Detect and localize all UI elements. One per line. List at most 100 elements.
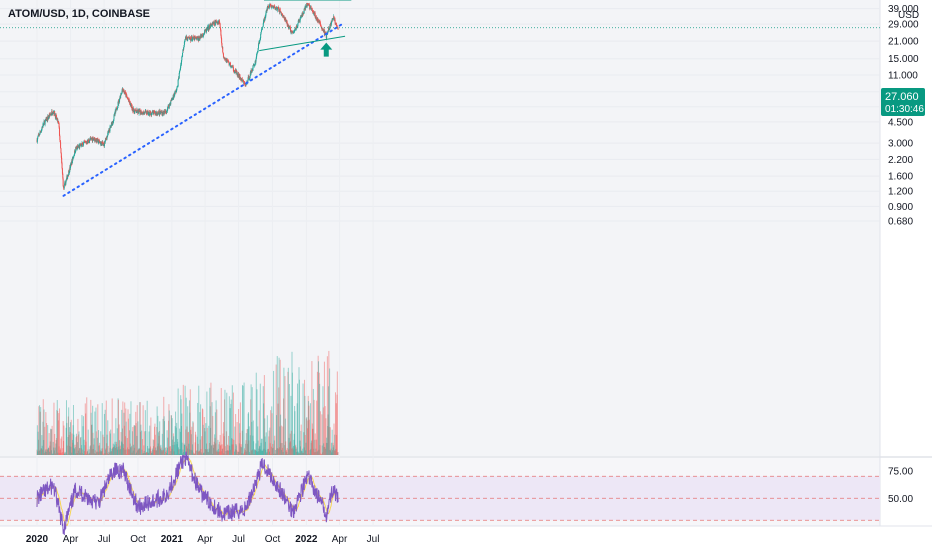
volume-bar (230, 403, 232, 455)
candle-body (166, 110, 168, 113)
volume-bar (312, 428, 314, 455)
candle-body (183, 45, 185, 48)
volume-bar (130, 401, 132, 455)
volume-bar (221, 444, 223, 455)
volume-bar (111, 398, 113, 455)
candle-body (179, 70, 181, 71)
volume-bar (227, 444, 229, 455)
volume-bar (318, 449, 320, 455)
volume-bar (199, 439, 201, 455)
candle-body (107, 132, 109, 136)
volume-bar (78, 431, 80, 455)
candle-body (73, 155, 75, 156)
volume-bar (226, 392, 228, 455)
volume-bar (102, 448, 104, 455)
candle-body (233, 71, 235, 73)
candles[interactable] (36, 2, 339, 190)
candle-body (333, 17, 335, 20)
volume-bar (170, 451, 172, 455)
volume-bar (125, 421, 127, 455)
candle-body (47, 117, 49, 119)
volume-bar (176, 444, 178, 455)
volume-bar (51, 454, 53, 455)
candle-body (231, 65, 233, 67)
candle-body (201, 34, 203, 36)
volume-bar (194, 453, 196, 455)
volume-bar (77, 418, 79, 455)
volume-bar (242, 385, 244, 455)
volume-bar (264, 418, 266, 455)
candle-body (291, 31, 293, 33)
candle-body (194, 37, 196, 38)
time-tick-label: Apr (332, 534, 348, 545)
volume-bar (308, 419, 310, 455)
volume-bar (54, 453, 56, 455)
volume-bar (183, 444, 185, 455)
candle-body (65, 181, 67, 186)
candle-body (105, 138, 107, 141)
volume-bar (41, 445, 43, 455)
time-tick-label: Apr (63, 534, 79, 545)
drawings[interactable] (62, 0, 352, 197)
volume-bar (250, 399, 252, 455)
volume-bar (330, 450, 332, 455)
volume-bar (131, 445, 133, 455)
volume-bar (245, 443, 247, 455)
candle-body (206, 28, 208, 32)
candle-body (304, 8, 306, 10)
time-axis[interactable]: 2020 Apr Jul Oct 2021 Apr Jul Oct 2022 Apr Jul (26, 534, 380, 545)
volume-bar (277, 403, 279, 455)
candle-body (58, 123, 60, 128)
candle-body (240, 78, 242, 81)
candle-body (214, 21, 216, 26)
volume-bar (102, 434, 104, 455)
volume-bar (48, 433, 50, 455)
candle-body (120, 93, 122, 95)
volume-bar (301, 452, 303, 455)
volume-bar (129, 443, 131, 455)
volume-bar (129, 413, 131, 455)
candle-body (297, 23, 299, 27)
volume-bar (282, 426, 284, 455)
volume-bar (163, 416, 165, 455)
volume-bar (112, 443, 114, 455)
candle-body (274, 5, 276, 9)
volume-bar (307, 420, 309, 455)
volume-bar (232, 444, 234, 455)
volume-bar (235, 444, 237, 455)
candle-body (213, 24, 215, 25)
volume-bar (271, 413, 273, 455)
volume-bar (141, 430, 143, 455)
volume-bar (296, 403, 298, 455)
volume-bar (110, 429, 112, 455)
volume-bar (123, 412, 125, 455)
time-tick-label: 2021 (161, 534, 184, 545)
candle-body (269, 3, 271, 6)
volume-bar (331, 452, 333, 455)
volume-bar (229, 449, 231, 455)
volume-bar (201, 436, 203, 455)
volume-bar (182, 384, 184, 455)
volume-bar (114, 446, 116, 455)
volume-bar (203, 453, 205, 455)
candle-body (77, 145, 79, 148)
volume-bar (313, 399, 315, 455)
volume-bar (207, 451, 209, 455)
volume-bar (257, 440, 259, 455)
candle-body (113, 115, 115, 120)
volume-bar (99, 450, 101, 455)
candle-body (132, 110, 134, 112)
volume-bar (67, 437, 69, 455)
volume-bar (267, 449, 269, 455)
volume-bar (173, 451, 175, 455)
volume-bar (220, 388, 222, 455)
volume-bar (148, 448, 150, 455)
volume-bar (249, 435, 251, 455)
volume-bar (50, 450, 52, 455)
volume-bar (91, 424, 93, 455)
volume-bar (211, 453, 213, 455)
price-tick-label: 1.600 (888, 172, 913, 183)
volume-bar (199, 412, 201, 455)
price-tick-label: 29.000 (888, 20, 919, 31)
